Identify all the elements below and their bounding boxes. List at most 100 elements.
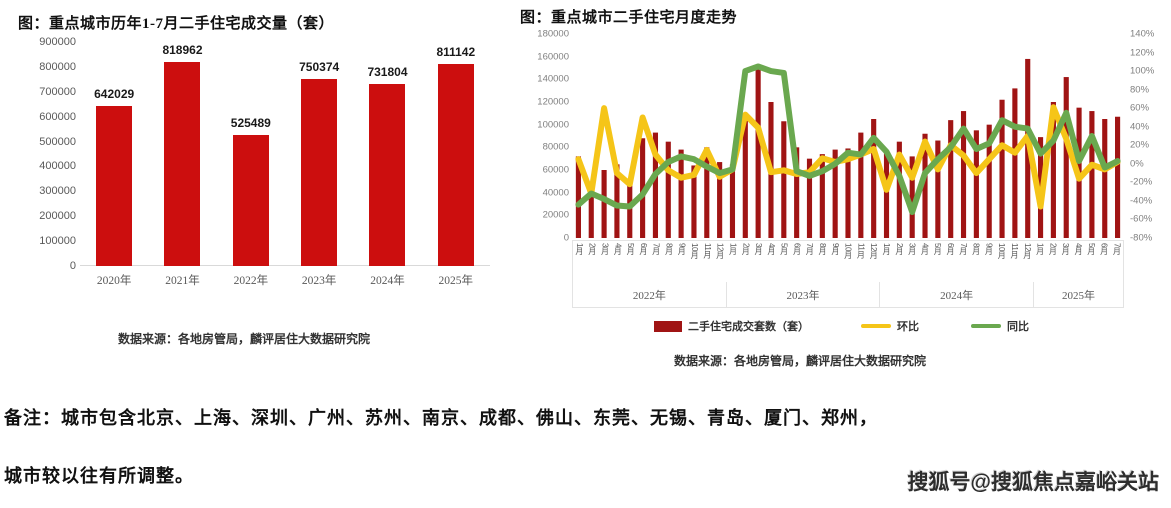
right-bar[interactable] bbox=[935, 140, 941, 238]
left-bar[interactable] bbox=[96, 106, 133, 266]
right-bar[interactable] bbox=[922, 133, 928, 238]
left-bar[interactable] bbox=[164, 62, 201, 266]
right-month-tick: 10月 bbox=[843, 243, 853, 259]
left-x-tick: 2021年 bbox=[165, 275, 200, 287]
right-month-tick: 11月 bbox=[856, 243, 866, 258]
right-bar[interactable] bbox=[742, 115, 748, 238]
right-year-group: 2023年 bbox=[727, 282, 881, 307]
right-line-yoy[interactable] bbox=[578, 66, 1117, 212]
right-left-y-tick: 0 bbox=[563, 232, 569, 244]
right-right-y-tick: 120% bbox=[1130, 47, 1155, 59]
right-right-y-tick: 0% bbox=[1130, 158, 1144, 170]
right-month-tick: 4月 bbox=[613, 243, 623, 255]
right-year-group: 2025年 bbox=[1061, 289, 1095, 302]
left-y-tick: 300000 bbox=[39, 185, 76, 198]
left-bar-item[interactable]: 642029 bbox=[84, 42, 143, 266]
right-bar[interactable] bbox=[1063, 77, 1069, 238]
right-month-tick: 9月 bbox=[677, 243, 687, 255]
right-bar[interactable] bbox=[896, 141, 902, 238]
right-bar[interactable] bbox=[729, 164, 736, 238]
right-left-y-tick: 20000 bbox=[542, 209, 569, 221]
right-right-y-tick: 20% bbox=[1130, 139, 1150, 151]
right-bar[interactable] bbox=[1089, 111, 1095, 238]
right-year-group: 2024年 bbox=[880, 282, 1034, 307]
right-bar[interactable] bbox=[717, 162, 723, 238]
right-chart-plot: 0 20000 40000 60000 80000 100000 120000 140000 1… bbox=[520, 29, 1170, 308]
right-bar[interactable] bbox=[973, 130, 979, 238]
right-bar[interactable] bbox=[794, 147, 800, 238]
right-bar[interactable] bbox=[999, 99, 1005, 238]
right-left-y-tick: 60000 bbox=[542, 164, 569, 176]
left-bar[interactable] bbox=[369, 83, 406, 266]
right-bar[interactable] bbox=[575, 156, 581, 238]
right-bar[interactable] bbox=[960, 111, 967, 238]
left-bar-item[interactable]: 731804 bbox=[358, 42, 417, 266]
right-bar[interactable] bbox=[678, 149, 684, 238]
right-bar[interactable] bbox=[627, 184, 633, 238]
right-left-y-tick: 80000 bbox=[542, 141, 569, 153]
right-bar[interactable] bbox=[819, 154, 825, 238]
legend-item[interactable]: 同比 bbox=[971, 318, 1029, 334]
right-month-tick: 8月 bbox=[971, 243, 981, 255]
right-bar[interactable] bbox=[1102, 119, 1108, 238]
right-bar[interactable] bbox=[640, 138, 646, 238]
right-month-tick: 4月 bbox=[766, 243, 776, 255]
left-bar-item[interactable]: 750374 bbox=[289, 42, 348, 266]
right-bar[interactable] bbox=[755, 68, 761, 238]
right-month-tick: 11月 bbox=[1009, 243, 1019, 258]
right-left-y-tick: 180000 bbox=[537, 28, 569, 40]
right-plot-area bbox=[572, 34, 1124, 238]
right-bar[interactable] bbox=[832, 149, 838, 238]
right-month-tick: 5月 bbox=[626, 243, 636, 255]
right-month-tick: 2月 bbox=[587, 243, 597, 255]
right-bar[interactable] bbox=[652, 132, 659, 238]
left-bar[interactable] bbox=[437, 64, 474, 266]
right-right-y-tick: -80% bbox=[1130, 232, 1153, 244]
right-bar[interactable] bbox=[781, 121, 787, 238]
left-bar[interactable] bbox=[232, 135, 269, 266]
right-month-tick: 12月 bbox=[715, 243, 725, 259]
left-bar-item[interactable]: 818962 bbox=[153, 42, 212, 266]
right-bar[interactable] bbox=[871, 119, 877, 238]
right-bar[interactable] bbox=[806, 158, 813, 238]
legend-item[interactable]: 环比 bbox=[861, 318, 919, 334]
left-bar-item[interactable]: 525489 bbox=[221, 42, 280, 266]
right-month-tick: 12月 bbox=[869, 243, 879, 259]
right-bar[interactable] bbox=[704, 147, 710, 238]
right-bar[interactable] bbox=[1115, 116, 1121, 238]
left-x-axis: 2020年 2021年 2022年 2023年 2024年 2025年 bbox=[80, 272, 490, 288]
right-bar[interactable] bbox=[1012, 88, 1018, 238]
left-chart-panel: 图：重点城市历年1-7月二手住宅成交量（套） 642029 818962 52548… bbox=[0, 0, 510, 385]
right-bar[interactable] bbox=[691, 165, 697, 238]
right-bar[interactable] bbox=[614, 164, 620, 238]
left-y-tick: 400000 bbox=[39, 160, 76, 173]
right-month-tick: 6月 bbox=[1099, 243, 1109, 255]
right-line-mom[interactable] bbox=[578, 107, 1117, 206]
right-bar[interactable] bbox=[883, 151, 890, 238]
legend-item[interactable]: 二手住宅成交套数（套） bbox=[654, 318, 809, 334]
right-month-tick: 7月 bbox=[1112, 243, 1122, 255]
right-bar[interactable] bbox=[858, 132, 864, 238]
right-right-y-axis: -80% -60% -40% -20% 0% 20% 40% 60% 80% 100% 120% 14… bbox=[1124, 29, 1170, 244]
right-month-tick: 1月 bbox=[1035, 243, 1045, 255]
right-month-tick: 3月 bbox=[1061, 243, 1071, 255]
right-bar[interactable] bbox=[665, 141, 671, 238]
right-bar[interactable] bbox=[1050, 101, 1056, 238]
left-y-tick: 900000 bbox=[39, 36, 76, 48]
right-bar[interactable] bbox=[986, 124, 992, 238]
left-bar-item[interactable]: 811142 bbox=[426, 42, 485, 266]
right-x-axis-years: 2022年 2023年 2024年 2025年 bbox=[572, 282, 1124, 308]
right-month-tick: 7月 bbox=[958, 243, 968, 255]
right-bar[interactable] bbox=[909, 156, 915, 238]
right-bar[interactable] bbox=[601, 170, 607, 238]
right-left-y-tick: 140000 bbox=[537, 73, 569, 85]
right-bar[interactable] bbox=[845, 148, 851, 238]
right-month-tick: 6月 bbox=[792, 243, 802, 255]
right-chart-svg bbox=[575, 58, 1121, 238]
right-bar[interactable] bbox=[948, 120, 954, 238]
left-bar[interactable] bbox=[301, 79, 338, 266]
right-right-y-tick: 60% bbox=[1130, 102, 1150, 114]
left-chart-source: 数据来源：各地房管局，麟评居住大数据研究院 bbox=[118, 332, 371, 346]
right-bar[interactable] bbox=[588, 190, 594, 238]
left-x-tick: 2022年 bbox=[233, 275, 269, 287]
